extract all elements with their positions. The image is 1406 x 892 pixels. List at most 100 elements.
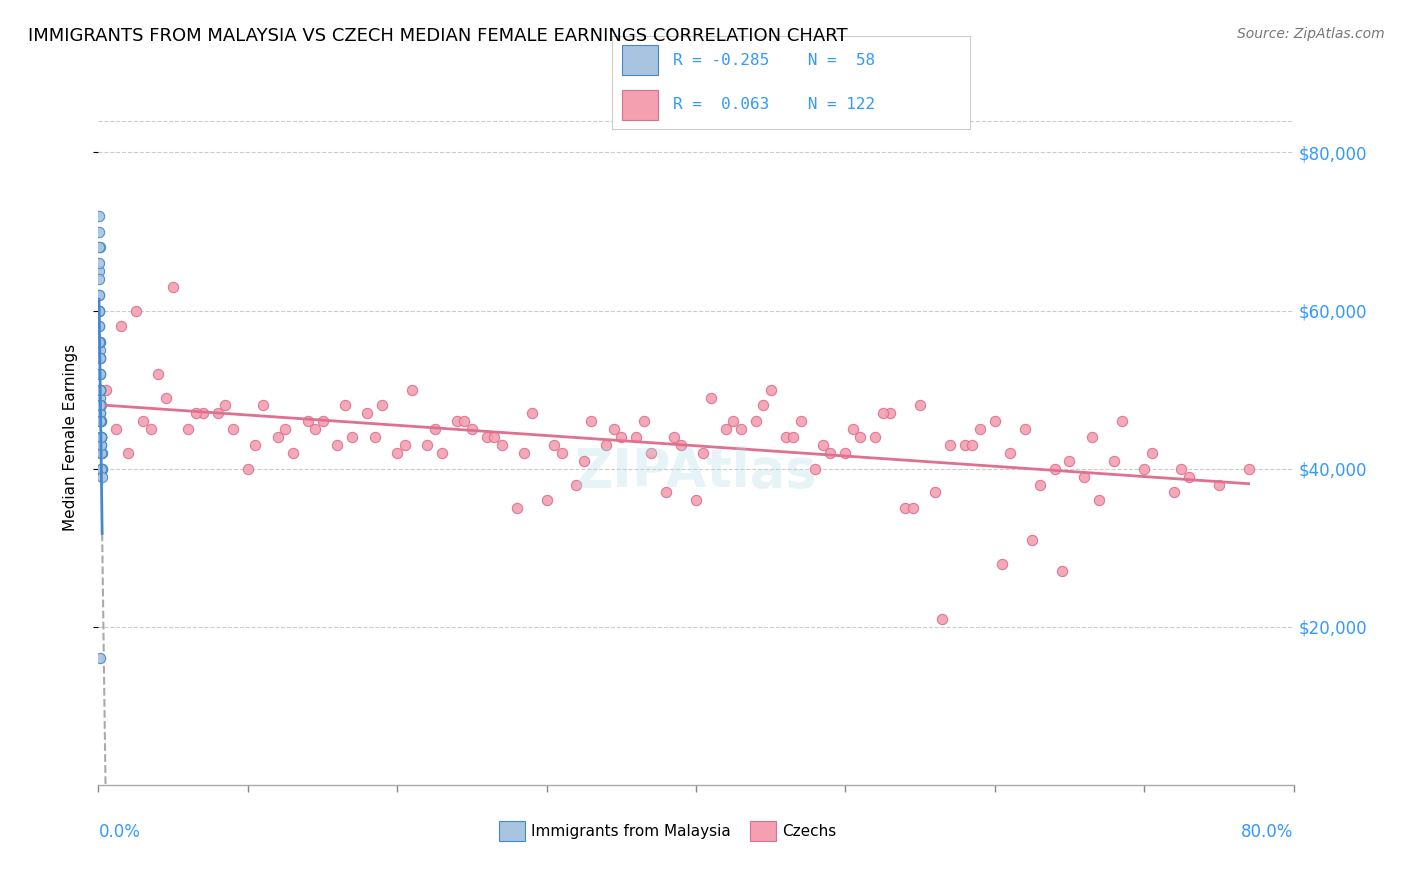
Point [603,422,626,436]
Point [89,303,111,318]
Point [89,351,111,365]
Y-axis label: Median Female Earnings: Median Female Earnings [63,343,77,531]
Point [155,391,177,405]
Point [105,422,128,436]
Point [520,406,543,420]
Point [91,461,114,475]
Point [89,430,111,444]
Point [640,446,662,460]
Point [89,351,111,365]
Point [89,406,111,420]
Point [423,422,446,436]
Point [89,399,111,413]
Point [998,446,1021,460]
Point [811,438,834,452]
Point [453,414,475,428]
Point [484,430,506,444]
Point [655,485,678,500]
Point [1043,461,1066,475]
Point [879,406,901,420]
Point [89,414,111,428]
Point [89,287,111,301]
Point [89,343,111,358]
Bar [749,822,776,840]
Point [89,240,111,254]
Point [267,430,290,444]
Point [1081,430,1104,444]
Point [430,446,453,460]
Point [782,430,804,444]
Point [506,501,529,516]
Point [90,414,112,428]
Point [610,430,633,444]
Point [89,414,111,428]
Point [1170,461,1192,475]
Point [394,438,416,452]
Text: IMMIGRANTS FROM MALAYSIA VS CZECH MEDIAN FEMALE EARNINGS CORRELATION CHART: IMMIGRANTS FROM MALAYSIA VS CZECH MEDIAN… [28,27,848,45]
Point [1059,454,1081,468]
Point [90,469,112,483]
Point [184,406,207,420]
Point [311,414,333,428]
Point [550,446,572,460]
Point [662,430,685,444]
Point [89,399,111,413]
Point [461,422,484,436]
Point [849,430,872,444]
Text: R =  0.063    N = 122: R = 0.063 N = 122 [672,97,875,112]
Bar [623,45,658,75]
Point [89,272,111,286]
Point [90,446,112,460]
Point [984,414,1007,428]
Point [991,557,1014,571]
Point [1050,565,1073,579]
Point [1140,446,1163,460]
Point [565,477,588,491]
Point [90,430,112,444]
Point [364,430,387,444]
Point [908,399,931,413]
Point [1088,493,1111,508]
Point [1014,422,1036,436]
Point [90,461,112,475]
Point [89,303,111,318]
Point [536,493,558,508]
Point [89,319,111,334]
Point [89,367,111,381]
Point [685,493,707,508]
Text: Immigrants from Malaysia: Immigrants from Malaysia [531,824,731,839]
Point [90,446,112,460]
Point [90,438,112,452]
Point [962,438,984,452]
Point [89,335,111,350]
Text: Czechs: Czechs [782,824,837,839]
Point [89,319,111,334]
Point [89,383,111,397]
Point [633,414,655,428]
Point [89,287,111,301]
Point [139,422,162,436]
Text: ZIPAtlas: ZIPAtlas [575,446,817,498]
Point [581,414,603,428]
Point [1237,461,1260,475]
Point [842,422,865,436]
Point [745,414,768,428]
Point [872,406,894,420]
Bar [499,822,524,840]
Point [834,446,856,460]
Point [90,430,112,444]
Point [89,367,111,381]
Point [669,438,692,452]
Text: 0.0%: 0.0% [98,823,141,841]
Point [1073,469,1095,483]
Point [89,383,111,397]
Point [385,446,409,460]
Point [90,399,112,413]
Point [804,461,827,475]
Point [723,414,745,428]
Point [692,446,714,460]
Point [94,383,117,397]
Point [177,422,200,436]
Point [475,430,498,444]
Point [416,438,439,452]
